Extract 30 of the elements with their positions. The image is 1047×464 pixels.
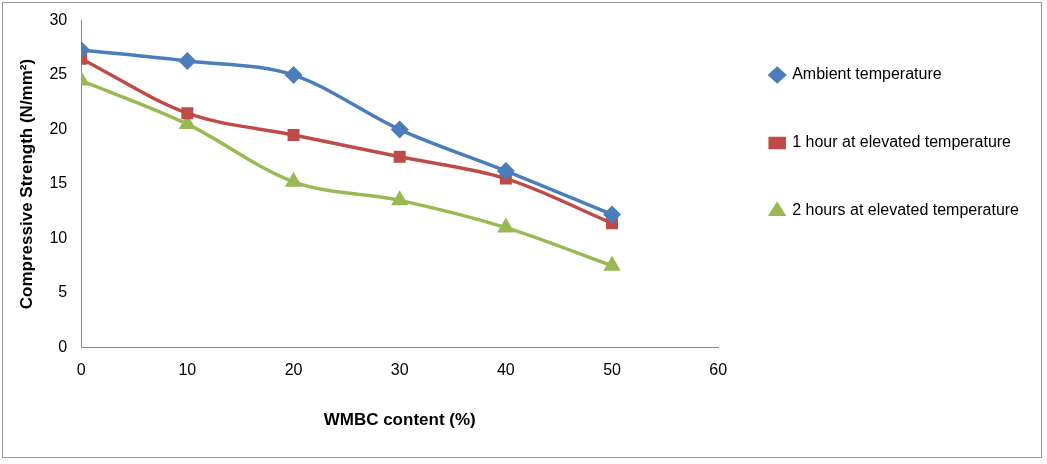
legend-label: 1 hour at elevated temperature <box>792 133 1012 151</box>
point <box>498 219 514 233</box>
legend-label: 2 hours at elevated temperature <box>792 201 1020 219</box>
x-tick-label: 30 <box>390 361 409 379</box>
legend-label: Ambient temperature <box>792 65 942 83</box>
point <box>179 52 196 70</box>
point <box>497 162 515 180</box>
x-tick-label: 60 <box>709 361 728 379</box>
y-tick-label: 30 <box>49 11 68 29</box>
y-tick-label: 10 <box>49 228 68 246</box>
point <box>603 206 621 223</box>
x-tick-label: 20 <box>284 361 303 379</box>
point <box>604 257 620 271</box>
point <box>391 121 408 138</box>
point <box>393 150 406 163</box>
x-tick-label: 50 <box>603 361 622 379</box>
x-tick-label: 10 <box>178 361 197 379</box>
y-tick-label: 15 <box>49 174 68 192</box>
x-tick-label: 40 <box>496 361 515 379</box>
y-tick-label: 5 <box>58 283 68 301</box>
point <box>181 107 194 120</box>
point <box>285 66 302 84</box>
point <box>287 128 300 141</box>
y-tick-label: 0 <box>58 337 68 355</box>
x-tick-label: 0 <box>76 361 86 379</box>
y-axis-title: Compressive Strength (N/mm²) <box>16 58 36 310</box>
x-axis-title: WMBC content (%) <box>323 410 476 430</box>
y-tick-label: 25 <box>49 65 68 83</box>
y-tick-label: 20 <box>49 119 68 137</box>
point <box>392 192 408 206</box>
